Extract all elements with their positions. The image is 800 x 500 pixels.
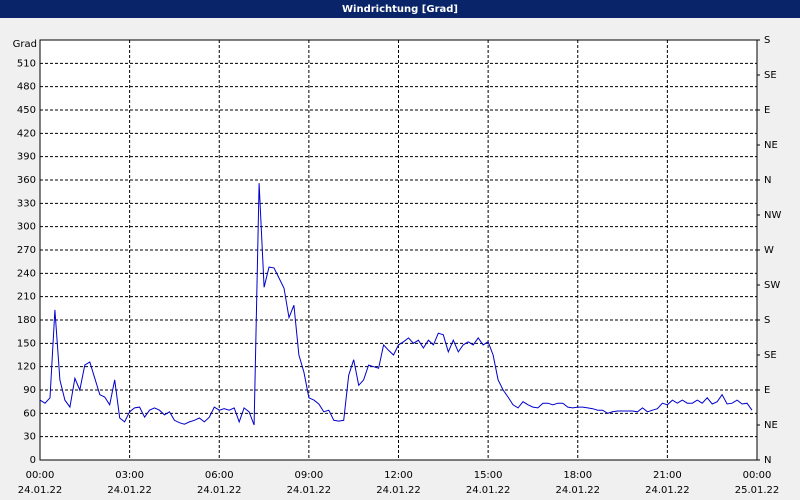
y-tick-label: 330 (17, 198, 36, 209)
x-tick-label: 12:00 (384, 470, 413, 481)
y-axis-label: Grad (13, 39, 37, 50)
y2-tick-label: NW (764, 210, 781, 221)
y2-tick-label: W (764, 245, 774, 256)
y-tick-label: 30 (23, 432, 36, 443)
y-tick-label: 510 (17, 58, 36, 69)
y-tick-label: 180 (17, 315, 36, 326)
y2-tick-label: SE (764, 70, 777, 81)
y2-tick-label: N (764, 175, 771, 186)
data-line (39, 183, 753, 426)
y-tick-label: 390 (17, 152, 36, 163)
y2-tick-label: S (764, 315, 770, 326)
x-tick-label: 18:00 (563, 470, 592, 481)
x-tick-date: 24.01.22 (645, 485, 690, 496)
x-tick-date: 24.01.22 (376, 485, 421, 496)
y2-tick-label: NE (764, 140, 778, 151)
x-tick-date: 24.01.22 (287, 485, 332, 496)
y2-tick-label: SW (764, 280, 780, 291)
x-tick-date: 24.01.22 (555, 485, 600, 496)
title-bar (0, 0, 800, 18)
y-tick-label: 210 (17, 292, 36, 303)
x-tick-date: 24.01.22 (197, 485, 242, 496)
x-tick-label: 06:00 (205, 470, 234, 481)
y-tick-label: 270 (17, 245, 36, 256)
y-tick-label: 480 (17, 82, 36, 93)
y-tick-label: 300 (17, 222, 36, 233)
y2-tick-label: SE (764, 350, 777, 361)
x-tick-label: 15:00 (474, 470, 503, 481)
y2-tick-label: S (764, 35, 770, 46)
chart-title: Windrichtung [Grad] (342, 4, 458, 15)
y-tick-label: 90 (23, 385, 36, 396)
x-tick-date: 25.01.22 (735, 485, 780, 496)
y-tick-label: 0 (30, 455, 36, 466)
y2-tick-label: E (764, 105, 770, 116)
y-tick-label: 420 (17, 128, 36, 139)
y2-tick-label: N (764, 455, 771, 466)
x-tick-label: 03:00 (115, 470, 144, 481)
y-tick-label: 240 (17, 268, 36, 279)
x-tick-date: 24.01.22 (107, 485, 152, 496)
y-tick-label: 450 (17, 105, 36, 116)
x-tick-label: 00:00 (26, 470, 55, 481)
x-tick-label: 21:00 (653, 470, 682, 481)
y-tick-label: 150 (17, 338, 36, 349)
y2-tick-label: NE (764, 420, 778, 431)
x-tick-date: 24.01.22 (18, 485, 63, 496)
y-tick-label: 60 (23, 408, 36, 419)
x-tick-label: 09:00 (294, 470, 323, 481)
x-tick-label: 00:00 (743, 470, 772, 481)
y2-tick-label: E (764, 385, 770, 396)
y-tick-label: 360 (17, 175, 36, 186)
y-tick-label: 120 (17, 362, 36, 373)
x-tick-date: 24.01.22 (466, 485, 511, 496)
